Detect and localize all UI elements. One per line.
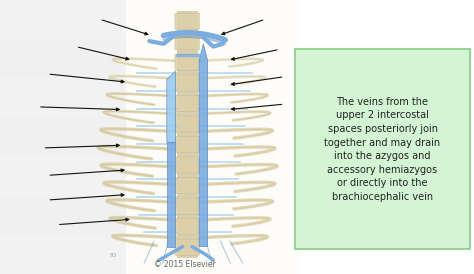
- FancyBboxPatch shape: [175, 157, 200, 173]
- FancyBboxPatch shape: [175, 219, 200, 235]
- FancyBboxPatch shape: [175, 54, 200, 70]
- FancyBboxPatch shape: [175, 136, 200, 153]
- FancyBboxPatch shape: [175, 178, 200, 194]
- FancyBboxPatch shape: [175, 95, 200, 112]
- FancyBboxPatch shape: [0, 0, 126, 274]
- FancyBboxPatch shape: [175, 116, 200, 132]
- FancyBboxPatch shape: [0, 0, 126, 39]
- FancyBboxPatch shape: [177, 11, 198, 258]
- FancyBboxPatch shape: [175, 239, 200, 255]
- FancyBboxPatch shape: [0, 196, 126, 235]
- FancyBboxPatch shape: [126, 0, 299, 274]
- Polygon shape: [199, 44, 208, 247]
- FancyBboxPatch shape: [0, 78, 126, 118]
- FancyBboxPatch shape: [175, 75, 200, 91]
- FancyBboxPatch shape: [175, 198, 200, 214]
- Text: © 2015 Elsevier: © 2015 Elsevier: [154, 259, 216, 269]
- Polygon shape: [167, 142, 175, 247]
- Polygon shape: [167, 71, 175, 142]
- FancyBboxPatch shape: [0, 39, 126, 78]
- Text: The veins from the
upper 2 intercostal
spaces posteriorly join
together and may : The veins from the upper 2 intercostal s…: [325, 97, 440, 202]
- FancyBboxPatch shape: [175, 13, 200, 29]
- FancyBboxPatch shape: [0, 156, 126, 196]
- FancyBboxPatch shape: [175, 34, 200, 50]
- FancyBboxPatch shape: [0, 118, 126, 156]
- Text: ro: ro: [109, 252, 116, 258]
- FancyBboxPatch shape: [0, 235, 126, 274]
- FancyBboxPatch shape: [295, 49, 470, 249]
